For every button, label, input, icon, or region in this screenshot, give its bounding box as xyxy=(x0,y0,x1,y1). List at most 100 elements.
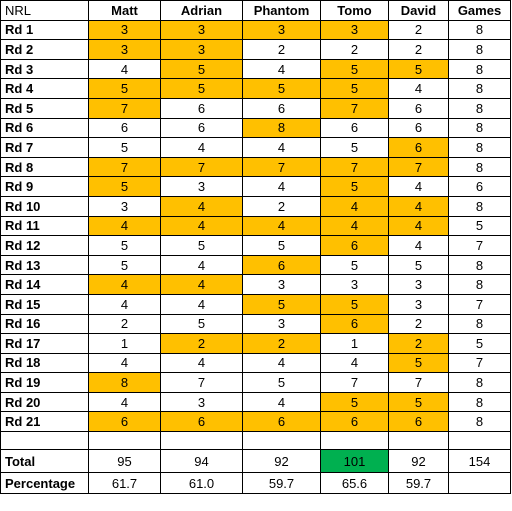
total-cell[interactable]: 101 xyxy=(320,449,389,474)
header-cell-games[interactable]: Games xyxy=(448,0,511,21)
score-cell[interactable]: 7 xyxy=(88,156,161,178)
score-cell[interactable]: 7 xyxy=(388,156,449,178)
score-cell[interactable]: 4 xyxy=(88,352,161,374)
score-cell[interactable]: 5 xyxy=(160,235,243,256)
empty-cell[interactable] xyxy=(88,431,161,451)
score-cell[interactable]: 6 xyxy=(320,235,389,256)
empty-cell[interactable] xyxy=(242,431,321,451)
score-cell[interactable]: 5 xyxy=(160,313,243,335)
score-cell[interactable]: 5 xyxy=(320,78,389,99)
score-cell[interactable]: 3 xyxy=(160,19,243,41)
percentage-cell[interactable]: 59.7 xyxy=(388,472,449,495)
score-cell[interactable]: 7 xyxy=(88,97,161,119)
percentage-cell[interactable]: 61.0 xyxy=(160,472,243,495)
score-cell[interactable]: 5 xyxy=(242,372,321,393)
score-cell[interactable]: 8 xyxy=(448,97,511,119)
empty-cell[interactable] xyxy=(388,431,449,451)
score-cell[interactable]: 8 xyxy=(448,137,511,158)
round-label-cell[interactable]: Rd 13 xyxy=(0,254,89,276)
score-cell[interactable]: 7 xyxy=(448,235,511,256)
score-cell[interactable]: 3 xyxy=(160,39,243,60)
round-label-cell[interactable]: Rd 12 xyxy=(0,235,89,256)
score-cell[interactable]: 4 xyxy=(388,176,449,197)
header-cell-matt[interactable]: Matt xyxy=(88,0,161,21)
score-cell[interactable]: 8 xyxy=(448,58,511,80)
round-label-cell[interactable]: Rd 16 xyxy=(0,313,89,335)
round-label-cell[interactable]: Rd 4 xyxy=(0,78,89,99)
percentage-cell[interactable]: 61.7 xyxy=(88,472,161,495)
empty-cell[interactable] xyxy=(160,431,243,451)
score-cell[interactable]: 3 xyxy=(320,19,389,41)
header-cell-nrl[interactable]: NRL xyxy=(0,0,89,21)
score-cell[interactable]: 8 xyxy=(448,411,511,433)
score-cell[interactable]: 6 xyxy=(388,411,449,433)
score-cell[interactable]: 5 xyxy=(160,78,243,99)
total-label-cell[interactable]: Total xyxy=(0,449,89,474)
score-cell[interactable]: 2 xyxy=(242,195,321,217)
empty-cell[interactable] xyxy=(320,431,389,451)
score-cell[interactable]: 7 xyxy=(448,293,511,315)
score-cell[interactable]: 5 xyxy=(388,254,449,276)
round-label-cell[interactable]: Rd 1 xyxy=(0,19,89,41)
score-cell[interactable]: 6 xyxy=(320,313,389,335)
score-cell[interactable]: 2 xyxy=(388,19,449,41)
score-cell[interactable]: 4 xyxy=(242,58,321,80)
score-cell[interactable]: 5 xyxy=(320,293,389,315)
score-cell[interactable]: 7 xyxy=(320,97,389,119)
score-cell[interactable]: 8 xyxy=(448,313,511,335)
score-cell[interactable]: 2 xyxy=(388,333,449,354)
round-label-cell[interactable]: Rd 14 xyxy=(0,274,89,295)
score-cell[interactable]: 6 xyxy=(448,176,511,197)
total-cell[interactable]: 154 xyxy=(448,449,511,474)
total-cell[interactable]: 92 xyxy=(242,449,321,474)
score-cell[interactable]: 4 xyxy=(242,352,321,374)
score-cell[interactable]: 2 xyxy=(88,313,161,335)
score-cell[interactable]: 5 xyxy=(448,215,511,237)
score-cell[interactable]: 3 xyxy=(88,39,161,60)
score-cell[interactable]: 3 xyxy=(160,391,243,413)
score-cell[interactable]: 7 xyxy=(388,372,449,393)
score-cell[interactable]: 3 xyxy=(88,195,161,217)
score-cell[interactable]: 5 xyxy=(388,391,449,413)
score-cell[interactable]: 5 xyxy=(320,391,389,413)
score-cell[interactable]: 3 xyxy=(242,313,321,335)
score-cell[interactable]: 4 xyxy=(388,195,449,217)
score-cell[interactable]: 3 xyxy=(242,274,321,295)
score-cell[interactable]: 5 xyxy=(160,58,243,80)
score-cell[interactable]: 2 xyxy=(320,39,389,60)
score-cell[interactable]: 4 xyxy=(88,391,161,413)
score-cell[interactable]: 4 xyxy=(242,391,321,413)
score-cell[interactable]: 4 xyxy=(320,352,389,374)
score-cell[interactable]: 5 xyxy=(242,78,321,99)
score-cell[interactable]: 8 xyxy=(448,39,511,60)
score-cell[interactable]: 3 xyxy=(88,19,161,41)
header-cell-david[interactable]: David xyxy=(388,0,449,21)
score-cell[interactable]: 3 xyxy=(388,293,449,315)
score-cell[interactable]: 4 xyxy=(160,215,243,237)
score-cell[interactable]: 4 xyxy=(88,215,161,237)
percentage-cell[interactable] xyxy=(448,472,511,495)
score-cell[interactable]: 6 xyxy=(320,411,389,433)
score-cell[interactable]: 5 xyxy=(448,333,511,354)
score-cell[interactable]: 7 xyxy=(160,372,243,393)
score-cell[interactable]: 8 xyxy=(448,254,511,276)
round-label-cell[interactable]: Rd 8 xyxy=(0,156,89,178)
score-cell[interactable]: 8 xyxy=(448,372,511,393)
score-cell[interactable]: 5 xyxy=(320,58,389,80)
score-cell[interactable]: 2 xyxy=(388,39,449,60)
score-cell[interactable]: 6 xyxy=(88,117,161,139)
score-cell[interactable]: 5 xyxy=(88,137,161,158)
score-cell[interactable]: 1 xyxy=(320,333,389,354)
round-label-cell[interactable]: Rd 11 xyxy=(0,215,89,237)
round-label-cell[interactable]: Rd 9 xyxy=(0,176,89,197)
score-cell[interactable]: 4 xyxy=(388,78,449,99)
score-cell[interactable]: 5 xyxy=(88,235,161,256)
round-label-cell[interactable]: Rd 7 xyxy=(0,137,89,158)
total-cell[interactable]: 92 xyxy=(388,449,449,474)
round-label-cell[interactable]: Rd 6 xyxy=(0,117,89,139)
round-label-cell[interactable]: Rd 19 xyxy=(0,372,89,393)
score-cell[interactable]: 4 xyxy=(88,293,161,315)
score-cell[interactable]: 6 xyxy=(388,117,449,139)
score-cell[interactable]: 5 xyxy=(320,137,389,158)
score-cell[interactable]: 4 xyxy=(388,215,449,237)
